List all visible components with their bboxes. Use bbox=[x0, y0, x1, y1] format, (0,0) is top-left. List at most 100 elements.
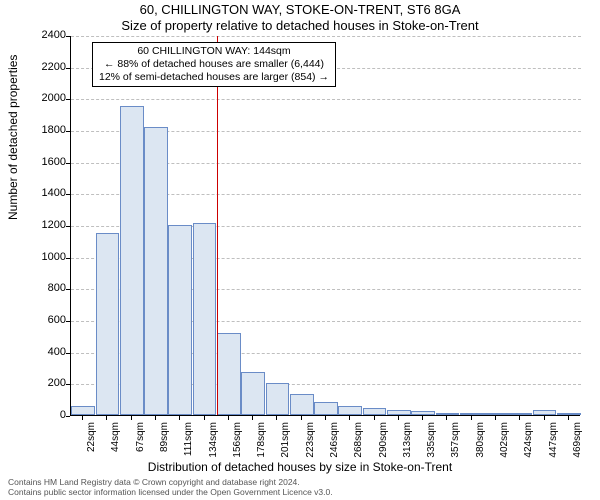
x-tick-label: 111sqm bbox=[183, 422, 194, 472]
x-tick-label: 178sqm bbox=[256, 422, 267, 472]
y-tick-mark bbox=[66, 353, 70, 354]
histogram-bar bbox=[193, 223, 217, 415]
histogram-bar bbox=[557, 413, 581, 415]
histogram-bar bbox=[217, 333, 241, 415]
x-tick-mark bbox=[374, 416, 375, 420]
x-tick-label: 380sqm bbox=[475, 422, 486, 472]
x-tick-label: 357sqm bbox=[450, 422, 461, 472]
x-tick-mark bbox=[544, 416, 545, 420]
title-line-2: Size of property relative to detached ho… bbox=[0, 18, 600, 33]
y-tick-mark bbox=[66, 226, 70, 227]
y-tick-label: 1800 bbox=[26, 124, 66, 136]
y-tick-mark bbox=[66, 99, 70, 100]
x-tick-mark bbox=[325, 416, 326, 420]
annotation-line-3: 12% of semi-detached houses are larger (… bbox=[99, 71, 329, 84]
y-tick-mark bbox=[66, 163, 70, 164]
gridline bbox=[71, 36, 581, 37]
histogram-bar bbox=[241, 372, 265, 415]
x-tick-label: 134sqm bbox=[208, 422, 219, 472]
histogram-bar bbox=[144, 127, 168, 415]
x-tick-label: 469sqm bbox=[572, 422, 583, 472]
histogram-bar bbox=[71, 406, 95, 416]
y-tick-label: 200 bbox=[26, 377, 66, 389]
x-tick-label: 335sqm bbox=[426, 422, 437, 472]
y-tick-mark bbox=[66, 384, 70, 385]
y-axis-label: Number of detached properties bbox=[6, 55, 20, 220]
histogram-bar bbox=[387, 410, 411, 415]
histogram-bar bbox=[120, 106, 144, 415]
y-tick-label: 600 bbox=[26, 314, 66, 326]
annotation-line-1: 60 CHILLINGTON WAY: 144sqm bbox=[99, 45, 329, 58]
gridline bbox=[71, 99, 581, 100]
x-tick-mark bbox=[228, 416, 229, 420]
x-tick-label: 402sqm bbox=[499, 422, 510, 472]
x-tick-label: 156sqm bbox=[232, 422, 243, 472]
y-tick-mark bbox=[66, 321, 70, 322]
histogram-bar bbox=[436, 413, 460, 415]
histogram-bar bbox=[460, 413, 484, 415]
x-tick-label: 268sqm bbox=[353, 422, 364, 472]
x-tick-label: 67sqm bbox=[135, 422, 146, 472]
x-tick-label: 223sqm bbox=[305, 422, 316, 472]
y-tick-label: 2200 bbox=[26, 61, 66, 73]
annotation-line-2: ← 88% of detached houses are smaller (6,… bbox=[99, 58, 329, 71]
histogram-bar bbox=[266, 383, 290, 415]
x-tick-mark bbox=[131, 416, 132, 420]
y-tick-mark bbox=[66, 68, 70, 69]
histogram-plot bbox=[70, 36, 580, 416]
x-tick-mark bbox=[422, 416, 423, 420]
x-tick-mark bbox=[446, 416, 447, 420]
x-tick-mark bbox=[106, 416, 107, 420]
histogram-bar bbox=[314, 402, 338, 415]
histogram-bar bbox=[363, 408, 387, 415]
x-tick-label: 447sqm bbox=[548, 422, 559, 472]
histogram-bar bbox=[508, 413, 532, 415]
y-tick-mark bbox=[66, 131, 70, 132]
title-line-1: 60, CHILLINGTON WAY, STOKE-ON-TRENT, ST6… bbox=[0, 2, 600, 17]
histogram-bar bbox=[96, 233, 120, 415]
x-tick-mark bbox=[495, 416, 496, 420]
y-tick-label: 800 bbox=[26, 282, 66, 294]
x-tick-mark bbox=[398, 416, 399, 420]
x-tick-label: 201sqm bbox=[280, 422, 291, 472]
y-tick-mark bbox=[66, 194, 70, 195]
histogram-bar bbox=[411, 411, 435, 415]
reference-line bbox=[217, 36, 218, 415]
y-tick-mark bbox=[66, 36, 70, 37]
y-tick-mark bbox=[66, 416, 70, 417]
y-tick-label: 2400 bbox=[26, 29, 66, 41]
x-tick-mark bbox=[471, 416, 472, 420]
x-tick-mark bbox=[204, 416, 205, 420]
y-tick-label: 2000 bbox=[26, 92, 66, 104]
annotation-box: 60 CHILLINGTON WAY: 144sqm ← 88% of deta… bbox=[92, 42, 336, 87]
histogram-bar bbox=[533, 410, 557, 415]
x-tick-mark bbox=[276, 416, 277, 420]
x-tick-mark bbox=[82, 416, 83, 420]
histogram-bar bbox=[484, 413, 508, 415]
y-tick-mark bbox=[66, 258, 70, 259]
x-tick-label: 89sqm bbox=[159, 422, 170, 472]
x-tick-label: 290sqm bbox=[378, 422, 389, 472]
y-tick-label: 1600 bbox=[26, 156, 66, 168]
x-tick-label: 313sqm bbox=[402, 422, 413, 472]
x-tick-mark bbox=[155, 416, 156, 420]
histogram-bar bbox=[338, 406, 362, 416]
x-tick-label: 44sqm bbox=[110, 422, 121, 472]
x-tick-mark bbox=[179, 416, 180, 420]
x-tick-label: 246sqm bbox=[329, 422, 340, 472]
y-tick-mark bbox=[66, 289, 70, 290]
x-tick-mark bbox=[519, 416, 520, 420]
x-tick-mark bbox=[349, 416, 350, 420]
y-tick-label: 1000 bbox=[26, 251, 66, 263]
y-tick-label: 400 bbox=[26, 346, 66, 358]
histogram-bar bbox=[290, 394, 314, 415]
y-tick-label: 0 bbox=[26, 409, 66, 421]
y-tick-label: 1400 bbox=[26, 187, 66, 199]
x-tick-mark bbox=[568, 416, 569, 420]
x-tick-mark bbox=[252, 416, 253, 420]
histogram-bar bbox=[168, 225, 192, 415]
x-tick-label: 22sqm bbox=[86, 422, 97, 472]
footer-line-2: Contains public sector information licen… bbox=[8, 488, 333, 498]
footer-attribution: Contains HM Land Registry data © Crown c… bbox=[8, 478, 333, 498]
x-tick-mark bbox=[301, 416, 302, 420]
